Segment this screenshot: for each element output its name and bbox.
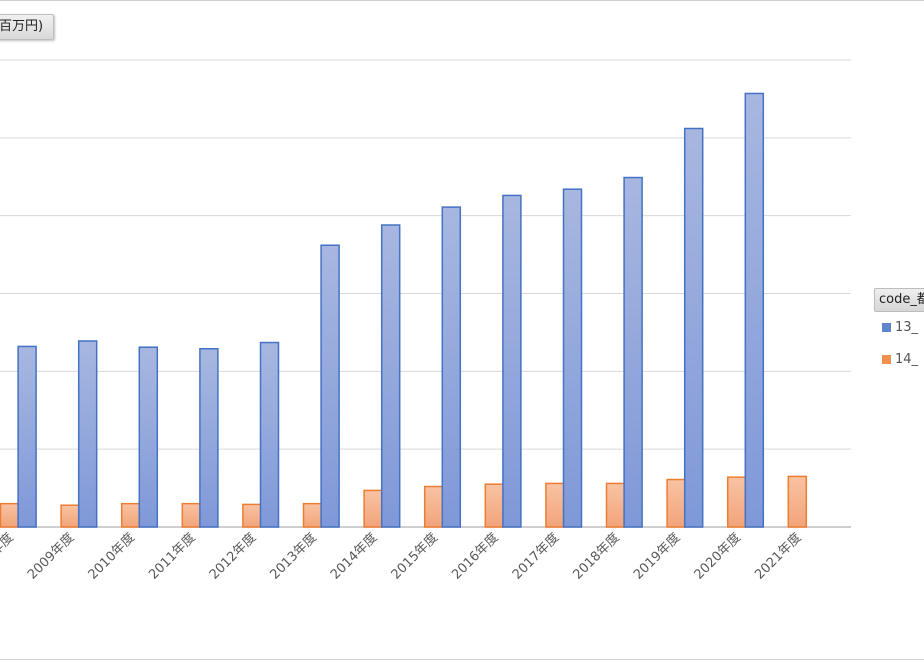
bar-2-2012年度[interactable] <box>242 503 262 528</box>
legend-item-series-2[interactable]: 14_ <box>882 352 918 368</box>
legend-label-series-2: 14_ <box>895 352 919 367</box>
legend-label-series-1: 13_ <box>895 320 919 335</box>
bar-2-2016年度[interactable] <box>484 483 505 528</box>
legend-title[interactable]: code_都 <box>874 288 924 312</box>
bar-2-2015年度[interactable] <box>423 485 444 528</box>
bar-1-2016年度[interactable] <box>441 206 462 528</box>
legend-item-series-1[interactable]: 13_ <box>882 320 918 336</box>
x-tick-label: 2018年度 <box>570 530 623 583</box>
bar-1-2009年度[interactable] <box>17 345 37 528</box>
x-tick-label: 2017年度 <box>509 530 562 583</box>
bar-1-2020年度[interactable] <box>683 127 704 528</box>
x-tick-label: 2010年度 <box>85 530 138 583</box>
bar-1-2014年度[interactable] <box>320 244 340 528</box>
bar-1-2015年度[interactable] <box>380 224 401 528</box>
bar-2-2009年度[interactable] <box>60 504 80 528</box>
bar-2-2020年度[interactable] <box>726 476 747 528</box>
bar-1-2021年度[interactable] <box>744 92 765 528</box>
bar-2-2008年度[interactable] <box>0 502 20 528</box>
x-tick-label: 2019年度 <box>630 530 683 583</box>
x-tick-label: 2008年度 <box>0 530 17 583</box>
x-tick-label: 2012年度 <box>206 530 259 583</box>
legend-swatch-series-2 <box>882 355 891 364</box>
x-tick-label: 2014年度 <box>327 530 380 583</box>
bar-1-2010年度[interactable] <box>77 340 98 528</box>
bar-2-2018年度[interactable] <box>605 482 626 528</box>
bar-1-2012年度[interactable] <box>199 348 219 528</box>
bar-2-2017年度[interactable] <box>545 482 565 528</box>
bar-2-2021年度[interactable] <box>787 475 808 528</box>
bar-2-2010年度[interactable] <box>120 502 141 528</box>
legend-swatch-series-1 <box>882 323 891 332</box>
x-tick-label: 2020年度 <box>691 530 744 583</box>
bar-2-2013年度[interactable] <box>302 502 323 528</box>
x-tick-label: 2013年度 <box>267 530 320 583</box>
x-tick-label: 2016年度 <box>449 530 502 583</box>
bar-1-2019年度[interactable] <box>623 176 643 528</box>
bar-1-2017年度[interactable] <box>502 194 522 528</box>
unit-label: 百万円) <box>0 14 55 40</box>
x-tick-label: 2011年度 <box>146 530 199 583</box>
bar-2-2014年度[interactable] <box>363 489 383 528</box>
x-tick-label: 2009年度 <box>24 530 77 583</box>
bar-1-2018年度[interactable] <box>562 188 583 528</box>
bar-2-2019年度[interactable] <box>666 478 686 528</box>
x-tick-label: 2015年度 <box>388 530 441 583</box>
x-tick-label: 2021年度 <box>752 530 805 583</box>
bar-1-2013年度[interactable] <box>259 341 280 528</box>
bar-2-2011年度[interactable] <box>181 502 202 528</box>
bar-1-2011年度[interactable] <box>138 346 159 528</box>
